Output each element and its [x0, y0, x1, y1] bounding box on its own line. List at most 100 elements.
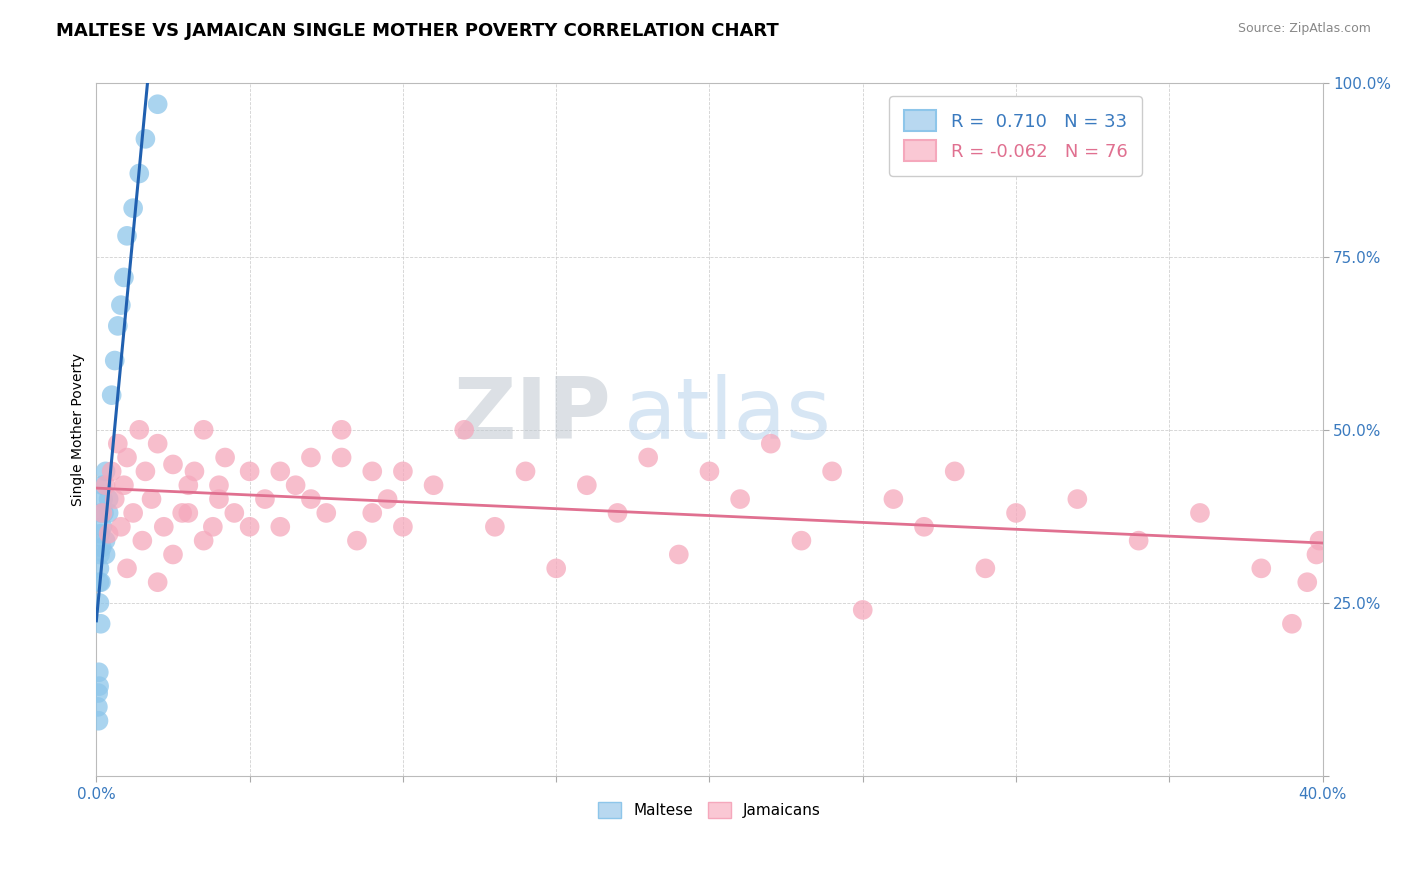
Point — [91, 506, 114, 520]
Point — [141, 492, 163, 507]
Point — [1305, 548, 1327, 562]
Point — [668, 548, 690, 562]
Point — [177, 478, 200, 492]
Point — [422, 478, 444, 492]
Text: Source: ZipAtlas.com: Source: ZipAtlas.com — [1237, 22, 1371, 36]
Point — [361, 464, 384, 478]
Point — [162, 548, 184, 562]
Point — [146, 97, 169, 112]
Point — [882, 492, 904, 507]
Point — [821, 464, 844, 478]
Point — [330, 450, 353, 465]
Point — [269, 520, 291, 534]
Point — [193, 423, 215, 437]
Point — [94, 533, 117, 548]
Point — [107, 318, 129, 333]
Point — [146, 575, 169, 590]
Text: atlas: atlas — [624, 375, 831, 458]
Point — [122, 506, 145, 520]
Point — [91, 520, 114, 534]
Point — [912, 520, 935, 534]
Point — [100, 464, 122, 478]
Point — [90, 506, 112, 520]
Point — [392, 520, 415, 534]
Point — [115, 561, 138, 575]
Point — [97, 506, 120, 520]
Point — [97, 526, 120, 541]
Point — [104, 353, 127, 368]
Point — [162, 458, 184, 472]
Point — [146, 436, 169, 450]
Point — [315, 506, 337, 520]
Point — [183, 464, 205, 478]
Point — [575, 478, 598, 492]
Point — [115, 228, 138, 243]
Point — [377, 492, 399, 507]
Point — [201, 520, 224, 534]
Point — [128, 423, 150, 437]
Point — [208, 478, 231, 492]
Point — [128, 167, 150, 181]
Y-axis label: Single Mother Poverty: Single Mother Poverty — [72, 353, 86, 507]
Point — [1005, 506, 1028, 520]
Point — [134, 132, 156, 146]
Point — [253, 492, 276, 507]
Point — [110, 298, 132, 312]
Point — [90, 575, 112, 590]
Point — [392, 464, 415, 478]
Point — [94, 464, 117, 478]
Point — [87, 686, 110, 700]
Point — [87, 699, 110, 714]
Point — [284, 478, 307, 492]
Point — [239, 520, 262, 534]
Point — [1128, 533, 1150, 548]
Point — [214, 450, 236, 465]
Point — [453, 423, 475, 437]
Point — [112, 478, 135, 492]
Point — [728, 492, 751, 507]
Point — [759, 436, 782, 450]
Point — [89, 548, 111, 562]
Point — [224, 506, 246, 520]
Point — [100, 388, 122, 402]
Point — [134, 464, 156, 478]
Point — [1066, 492, 1088, 507]
Point — [87, 679, 110, 693]
Text: MALTESE VS JAMAICAN SINGLE MOTHER POVERTY CORRELATION CHART: MALTESE VS JAMAICAN SINGLE MOTHER POVERT… — [56, 22, 779, 40]
Point — [104, 492, 127, 507]
Point — [606, 506, 628, 520]
Point — [637, 450, 659, 465]
Point — [89, 526, 111, 541]
Point — [299, 450, 322, 465]
Point — [91, 478, 114, 492]
Text: ZIP: ZIP — [454, 375, 612, 458]
Point — [87, 665, 110, 680]
Point — [269, 464, 291, 478]
Point — [112, 270, 135, 285]
Point — [122, 201, 145, 215]
Point — [97, 492, 120, 507]
Point — [1188, 506, 1211, 520]
Point — [1296, 575, 1319, 590]
Point — [193, 533, 215, 548]
Point — [546, 561, 568, 575]
Point — [177, 506, 200, 520]
Point — [484, 520, 506, 534]
Point — [87, 714, 110, 728]
Point — [852, 603, 875, 617]
Point — [107, 436, 129, 450]
Point — [131, 533, 153, 548]
Point — [89, 561, 111, 575]
Point — [172, 506, 194, 520]
Point — [208, 492, 231, 507]
Point — [515, 464, 537, 478]
Point — [974, 561, 997, 575]
Point — [89, 575, 111, 590]
Point — [1308, 533, 1330, 548]
Point — [115, 450, 138, 465]
Point — [91, 492, 114, 507]
Point — [152, 520, 174, 534]
Point — [239, 464, 262, 478]
Point — [94, 548, 117, 562]
Point — [346, 533, 368, 548]
